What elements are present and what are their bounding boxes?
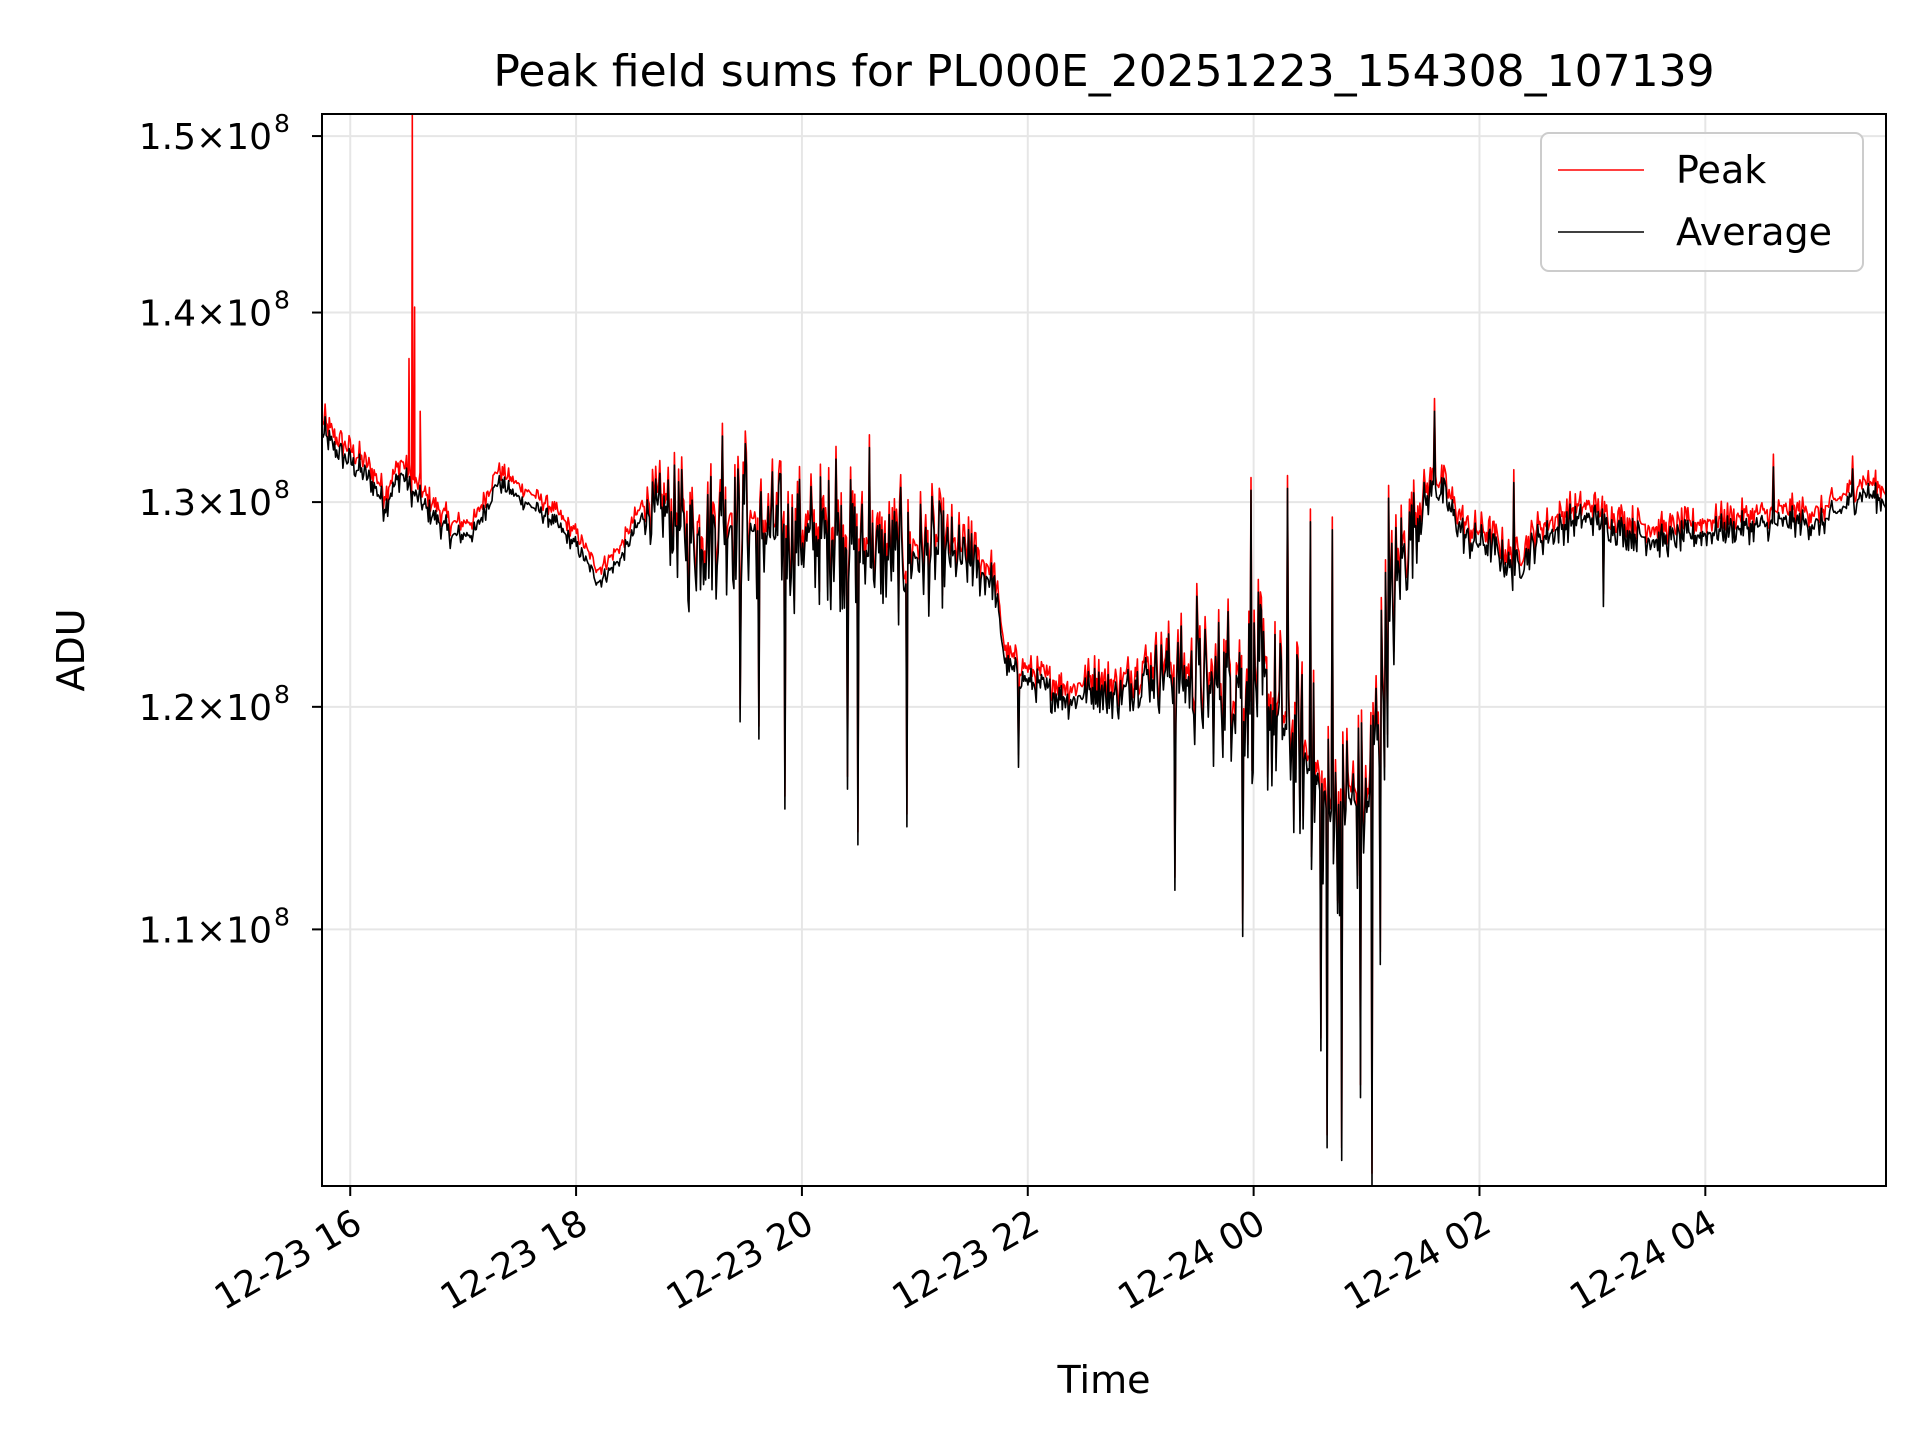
- y-tick-exponent: 8: [274, 286, 290, 315]
- legend-peak-label: Peak: [1676, 148, 1766, 192]
- y-tick-exponent: 8: [274, 109, 290, 138]
- series-line-average: [322, 410, 1886, 1186]
- y-tick-exponent: 8: [274, 680, 290, 709]
- legend-average-label: Average: [1676, 210, 1832, 254]
- y-tick-label: 1.2×10: [139, 688, 272, 729]
- y-tick-label: 1.4×10: [139, 294, 272, 335]
- y-tick-exponent: 8: [274, 475, 290, 504]
- series-layer: [322, 114, 1886, 1186]
- chart-title: Peak field sums for PL000E_20251223_1543…: [493, 46, 1714, 97]
- y-tick-label: 1.5×10: [139, 117, 272, 158]
- grid: [322, 114, 1886, 1186]
- series-line-peak: [322, 114, 1886, 1174]
- plot-frame: [321, 113, 1887, 1187]
- legend: Peak Average: [1540, 132, 1864, 272]
- y-tick-exponent: 8: [274, 902, 290, 931]
- y-axis-label: ADU: [49, 608, 93, 691]
- x-axis-label: Time: [1057, 1358, 1151, 1402]
- legend-frame: [1540, 132, 1864, 272]
- y-tick-label: 1.3×10: [139, 483, 272, 524]
- y-tick-label: 1.1×10: [139, 910, 272, 951]
